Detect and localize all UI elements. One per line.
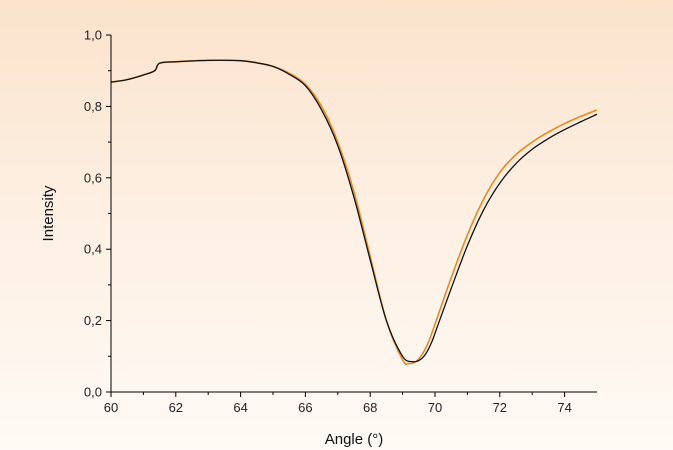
x-tick-label: 68 [363,400,377,415]
x-tick-label: 62 [169,400,183,415]
x-axis-title: Angle (°) [325,431,384,448]
y-tick-label: 0,6 [84,170,102,185]
y-tick-label: 1,0 [84,28,102,43]
ticks-layer: 60 62 64 66 68 70 72 74 0,0 0,2 0,4 0,6 0,8 1,0 [84,28,572,416]
x-tick-label: 60 [104,400,118,415]
x-tick-label: 74 [557,400,571,415]
x-tick-label: 66 [298,400,312,415]
y-tick-label: 0,8 [84,99,102,114]
axes-layer [110,35,597,393]
x-tick-label: 70 [428,400,442,415]
series-line-2 [110,59,598,363]
y-axis-title: Intensity [40,185,57,241]
y-tick-label: 0,4 [84,242,102,257]
y-tick-label: 0,0 [84,385,102,400]
series-layer [110,59,598,365]
y-tick-label: 0,2 [84,313,102,328]
series-line-1 [110,59,598,365]
x-tick-label: 72 [493,400,507,415]
x-tick-label: 64 [233,400,247,415]
